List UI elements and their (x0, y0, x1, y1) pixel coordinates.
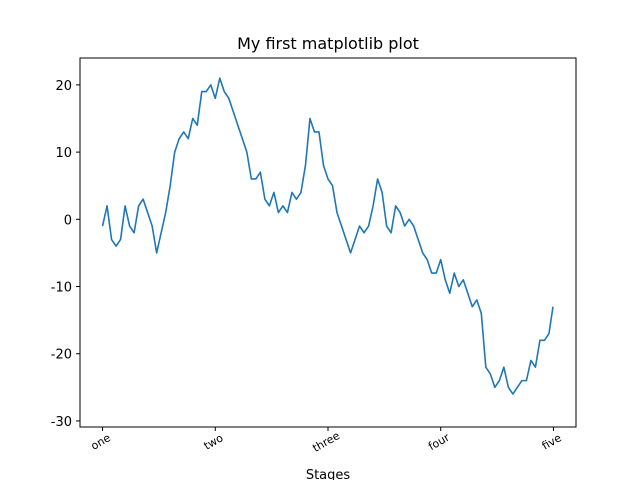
x-axis-label: Stages (306, 468, 351, 480)
y-tick-label: -30 (51, 415, 72, 430)
x-tick-label: five (540, 431, 564, 452)
y-tick-label: 20 (55, 79, 72, 94)
plot-frame (79, 57, 577, 428)
y-tick-label: -10 (51, 281, 72, 296)
line (101, 77, 554, 395)
x-tick-label: four (426, 431, 452, 454)
y-tick-label: 10 (55, 146, 72, 161)
y-tick-label: -20 (51, 348, 72, 363)
x-tick-label: one (89, 431, 113, 453)
x-tick-label: three (310, 429, 342, 455)
chart-title: My first matplotlib plot (237, 34, 419, 53)
x-tick-label: two (202, 431, 226, 452)
y-tick-label: 0 (64, 213, 72, 228)
